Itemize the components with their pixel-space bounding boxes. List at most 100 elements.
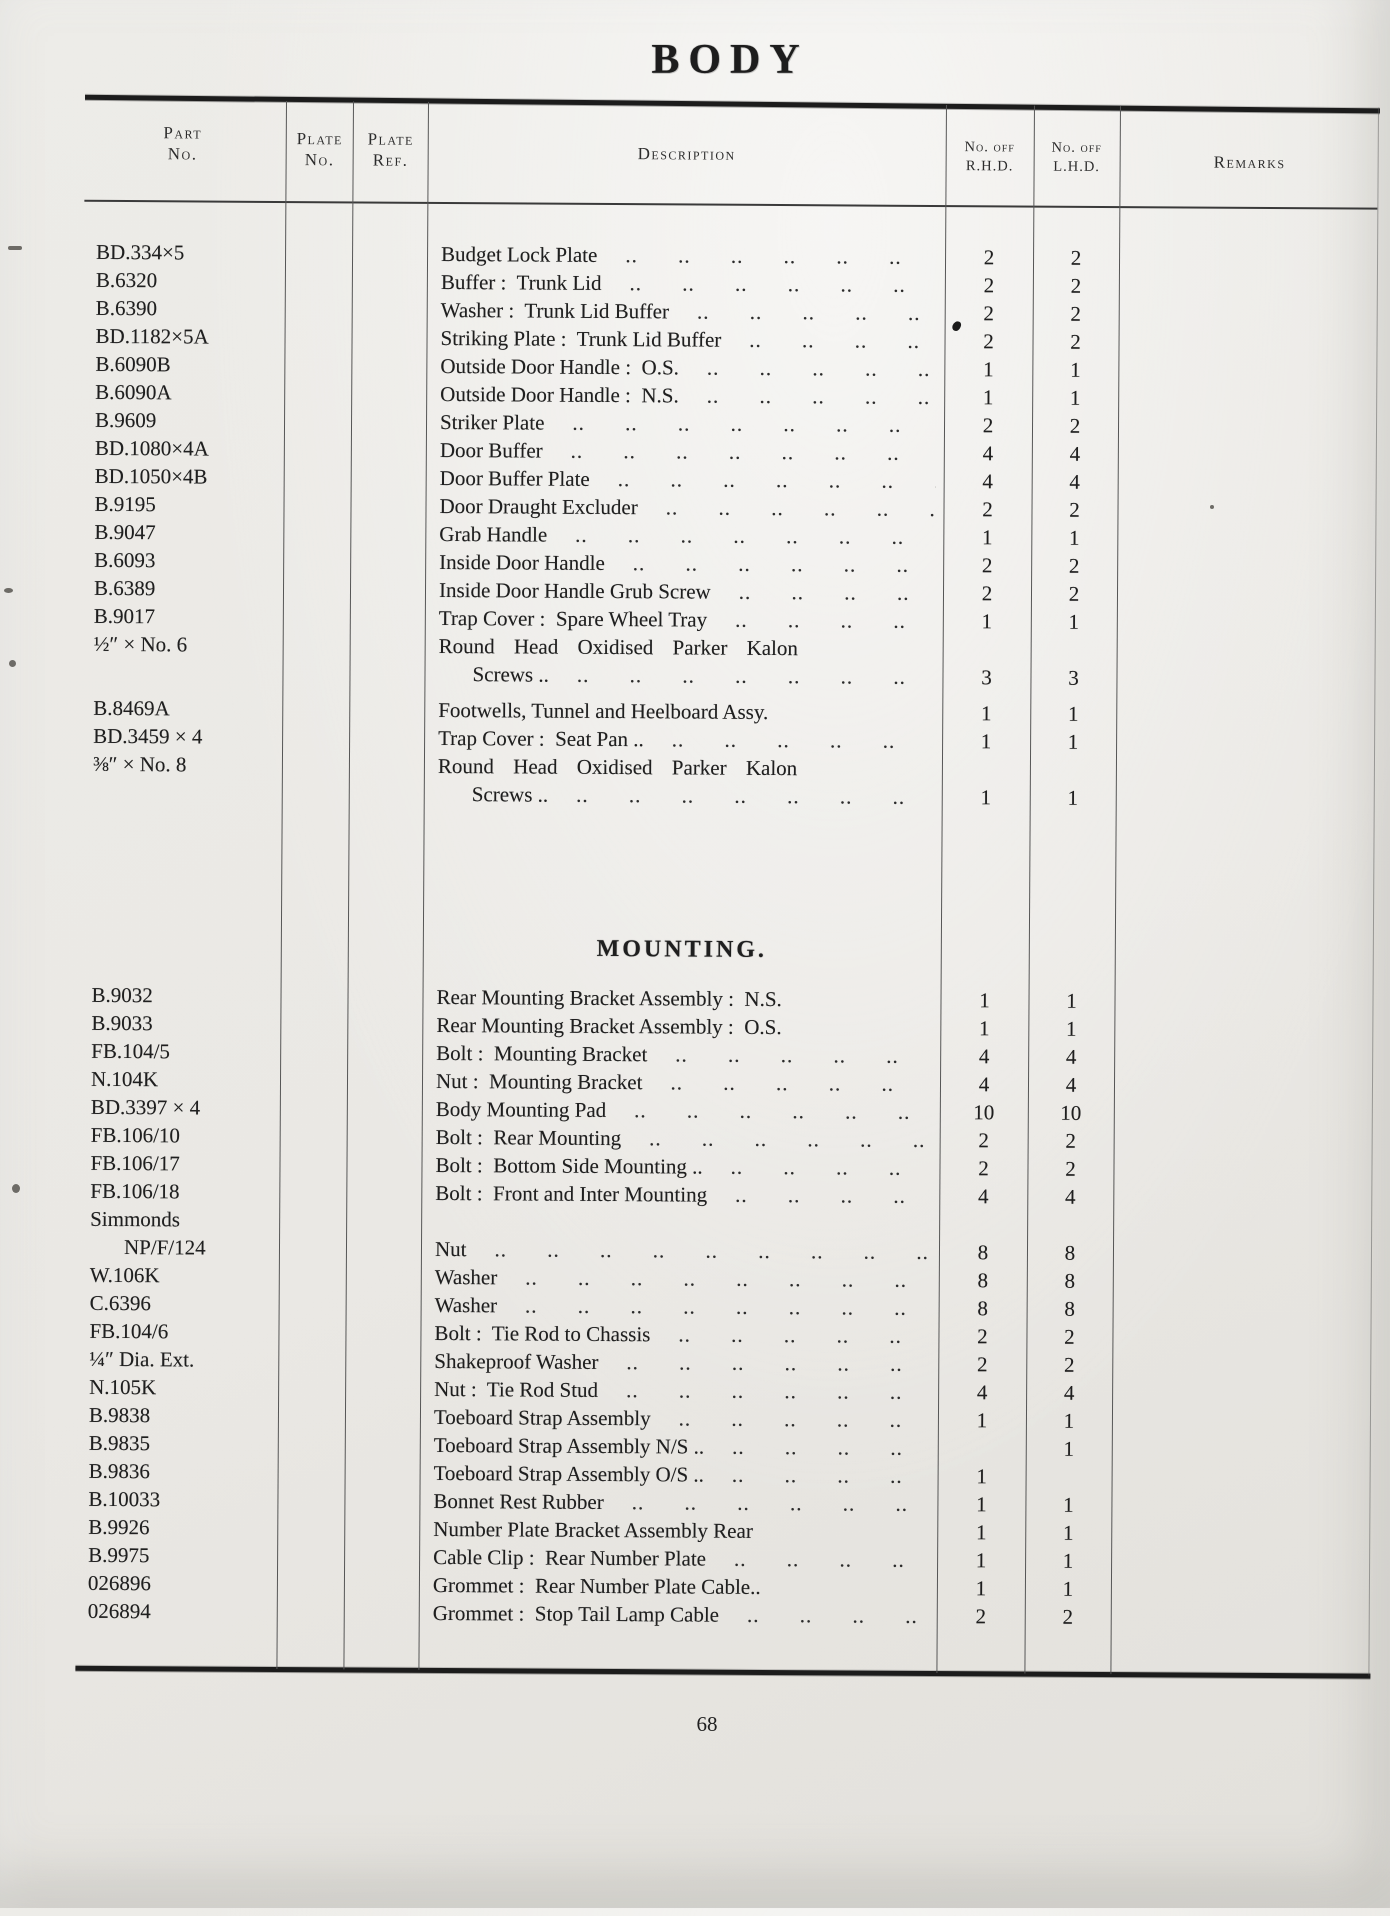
qty-lhd-cell: 2: [1033, 300, 1119, 329]
remarks-cell: [1114, 1092, 1372, 1094]
description-cell: Trap Cover : Seat Pan .. .. .. .. .. .. …: [424, 724, 942, 755]
qty-lhd-cell: 1: [1025, 1519, 1111, 1548]
part-number-cell: B.10033: [76, 1485, 277, 1514]
remarks-cell: [1119, 321, 1377, 323]
remarks-cell: [1111, 1512, 1369, 1514]
part-number-cell: B.9017: [82, 602, 283, 631]
qty-rhd-cell: 1: [940, 986, 1028, 1015]
dot-leader: .. .. .. .. .. .. .. .. .. .. .. ..: [704, 1433, 930, 1462]
description-cell: Trap Cover : Spare Wheel Tray .. .. .. .…: [425, 604, 943, 635]
dot-leader: .. .. .. .. .. .. .. .. .. .. .. ..: [669, 297, 937, 327]
description-text: Bolt : Tie Rod to Chassis: [434, 1319, 650, 1348]
dot-leader: .. .. .. .. .. .. .. .. .. .. .. ..: [707, 1181, 931, 1210]
dot-leader: .. .. .. .. .. .. .. .. .. .. .. ..: [651, 1404, 930, 1434]
qty-lhd-cell: 1: [1028, 987, 1114, 1016]
description-cell: Shakeproof Washer .. .. .. .. .. .. .. .…: [420, 1347, 938, 1378]
remarks-cell: [1112, 1456, 1370, 1458]
header-plate-ref: Plate Ref.: [355, 128, 427, 170]
part-number-cell: B.6390: [84, 294, 285, 323]
description-text: Grommet : Rear Number Plate Cable..: [433, 1571, 761, 1601]
ink-speck: [12, 1184, 20, 1193]
qty-rhd-cell: 1: [942, 727, 1030, 756]
qty-rhd-cell: 3: [942, 663, 1030, 692]
part-number-cell: B.9975: [76, 1541, 277, 1570]
qty-lhd-cell: 1: [1030, 700, 1116, 729]
remarks-cell: [1114, 1120, 1372, 1122]
dot-leader: .. .. .. .. .. .. .. .. .. .. .. ..: [598, 1376, 930, 1406]
description-cell: Door Draught Excluder .. .. .. .. .. .. …: [425, 492, 943, 523]
part-number-cell: FB.106/10: [79, 1121, 280, 1150]
ink-speck: [4, 588, 13, 593]
qty-rhd-cell: 4: [939, 1182, 1027, 1211]
dot-leader: .. .. .. .. .. .. .. .. .. .. .. ..: [707, 606, 935, 635]
description-text: Grab Handle: [439, 520, 547, 549]
qty-lhd-cell: 1: [1026, 1407, 1112, 1436]
dot-leader: .. .. .. .. .. .. .. .. .. .. .. ..: [679, 381, 937, 411]
description-text: Cable Clip : Rear Number Plate: [433, 1543, 706, 1573]
part-number-cell: FB.104/5: [79, 1037, 280, 1066]
description-text: Screws ..: [438, 660, 549, 689]
qty-rhd-cell: [942, 776, 1030, 777]
table-section-body: BD.334×5 Budget Lock Plate .. .. .. .. .…: [81, 238, 1377, 814]
ink-speck: [8, 246, 22, 250]
qty-lhd-cell: 2: [1032, 412, 1118, 441]
description-cell: Inside Door Handle .. .. .. .. .. .. .. …: [425, 548, 943, 579]
qty-rhd-cell: 2: [939, 1154, 1027, 1183]
description-cell: Round Head Oxidised Parker Kalon: [425, 632, 943, 663]
part-number-cell: B.8469A: [81, 694, 282, 723]
description-cell: Nut : Tie Rod Stud .. .. .. .. .. .. .. …: [420, 1375, 938, 1406]
qty-rhd-cell: 4: [938, 1378, 1026, 1407]
qty-rhd-cell: 8: [939, 1294, 1027, 1323]
qty-lhd-cell: 1: [1025, 1547, 1111, 1576]
qty-lhd-cell: 4: [1028, 1071, 1114, 1100]
part-number-cell: B.9195: [82, 490, 283, 519]
description-text: Striker Plate: [440, 408, 545, 437]
qty-lhd-cell: 2: [1031, 552, 1117, 581]
qty-rhd-cell: 1: [940, 1014, 1028, 1043]
qty-lhd-cell: 2: [1033, 244, 1119, 273]
description-text: Washer : Trunk Lid Buffer: [441, 296, 669, 325]
description-text: Nut: [435, 1235, 467, 1263]
part-number-cell: ½″ × No. 6: [82, 630, 283, 659]
dot-leader: [797, 775, 934, 776]
qty-lhd-cell: [1031, 657, 1117, 658]
qty-lhd-cell: 4: [1026, 1379, 1112, 1408]
description-text: Grommet : Stop Tail Lamp Cable: [433, 1599, 719, 1629]
dot-leader: .. .. .. .. .. .. .. .. .. .. .. ..: [703, 1153, 932, 1182]
qty-rhd-cell: 1: [938, 1406, 1026, 1435]
qty-lhd-cell: 8: [1027, 1295, 1113, 1324]
description-cell: Round Head Oxidised Parker Kalon: [424, 752, 942, 783]
qty-rhd-cell: 2: [943, 551, 1031, 580]
part-number-cell: ⅜″ × No. 8: [81, 750, 282, 779]
part-number-cell: BD.1182×5A: [83, 322, 284, 351]
description-cell: Outside Door Handle : O.S. .. .. .. .. .…: [426, 352, 944, 383]
qty-lhd-cell: 1: [1030, 784, 1116, 813]
qty-rhd-cell: 1: [944, 383, 1032, 412]
part-number-cell: 026894: [76, 1597, 277, 1626]
qty-rhd-cell: 1: [937, 1518, 1025, 1547]
remarks-cell: [1113, 1288, 1371, 1290]
remarks-cell: [1112, 1344, 1370, 1346]
remarks-cell: [1111, 1596, 1369, 1598]
remarks-cell: [1118, 461, 1376, 463]
description-text: Toeboard Strap Assembly O/S ..: [434, 1459, 705, 1489]
description-cell: Cable Clip : Rear Number Plate .. .. .. …: [419, 1543, 937, 1574]
remarks-cell: [1116, 721, 1374, 723]
description-cell: Washer .. .. .. .. .. .. .. .. .. .. .. …: [421, 1291, 939, 1322]
remarks-cell: [1114, 1008, 1372, 1010]
remarks-cell: [1119, 293, 1377, 295]
dot-leader: [782, 1006, 933, 1007]
dot-leader: .. .. .. .. .. .. .. .. .. .. .. ..: [549, 661, 935, 691]
description-text: Bolt : Rear Mounting: [436, 1123, 622, 1152]
qty-lhd-cell: 1: [1032, 384, 1118, 413]
description-text: Bonnet Rest Rubber: [433, 1487, 603, 1516]
part-number-cell: C.6396: [78, 1289, 279, 1318]
description-text: Inside Door Handle Grub Screw: [439, 576, 711, 606]
description-cell: Outside Door Handle : N.S. .. .. .. .. .…: [426, 380, 944, 411]
remarks-cell: [1116, 777, 1374, 779]
dot-leader: .. .. .. .. .. .. .. .. .. .. .. ..: [638, 493, 936, 523]
description-text: Toeboard Strap Assembly: [434, 1403, 651, 1432]
remarks-cell: [1117, 517, 1375, 519]
qty-rhd-cell: 1: [937, 1574, 1025, 1603]
part-number-cell: W.106K: [78, 1261, 279, 1290]
